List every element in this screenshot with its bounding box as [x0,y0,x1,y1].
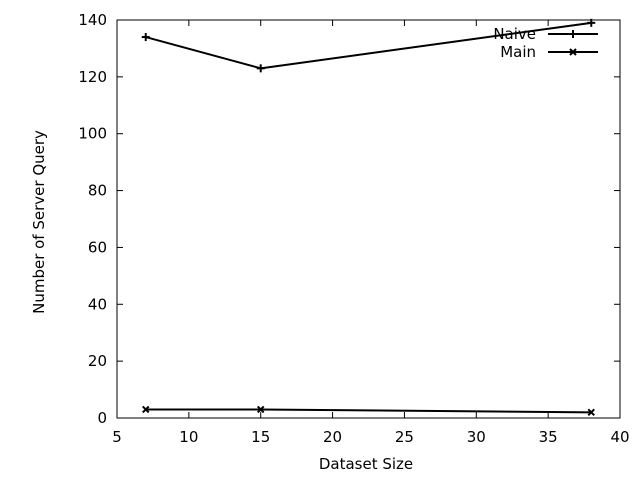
legend-label-naive: Naive [493,25,536,43]
x-tick-label: 10 [179,428,198,446]
series-line-main [145,408,592,414]
x-tick-label: 20 [323,428,342,446]
x-axis-title: Dataset Size [319,455,413,473]
legend-label-main: Main [500,43,536,61]
x-tick-label: 35 [539,428,558,446]
data-point-main [257,405,265,414]
y-tick-label: 80 [88,182,107,200]
plot-frame [116,19,621,419]
x-tick-label: 25 [395,428,414,446]
x-tick-label: 15 [251,428,270,446]
x-tick-label: 30 [467,428,486,446]
data-point-main [587,408,595,417]
x-tick-label: 40 [610,428,629,446]
y-tick-label: 60 [88,238,107,256]
x-tick-label: 5 [112,428,122,446]
y-tick-label: 0 [97,409,107,427]
y-axis: 0 20 40 60 80 100 120 140 [78,11,620,427]
series-layer [141,18,596,417]
data-point-main [142,405,150,414]
y-tick-label: 120 [78,68,107,86]
x-axis: 5 10 15 20 25 30 35 40 [112,20,630,446]
legend-marker-main [569,48,577,56]
y-axis-title: Number of Server Query [30,130,48,314]
y-tick-label: 40 [88,295,107,313]
y-tick-label: 140 [78,11,107,29]
y-tick-label: 20 [88,352,107,370]
y-tick-label: 100 [78,125,107,143]
